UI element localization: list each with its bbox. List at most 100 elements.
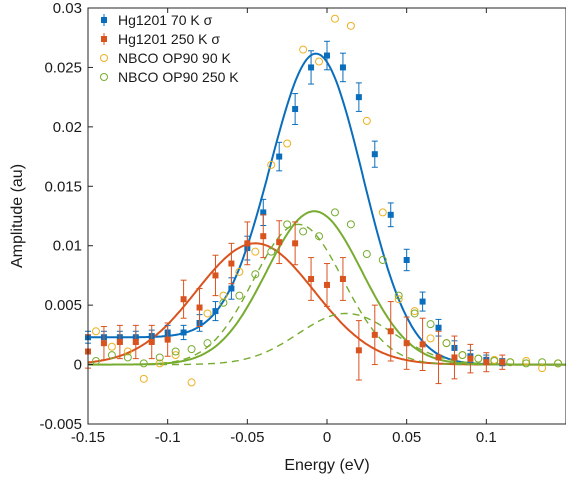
legend-label: NBCO OP90 90 K <box>118 50 231 66</box>
data-point <box>235 291 244 300</box>
data-point <box>362 250 371 259</box>
y-tick-label: -0.005 <box>39 416 82 433</box>
data-point <box>490 357 499 366</box>
data-point <box>180 329 187 336</box>
data-point <box>474 354 483 363</box>
data-point <box>267 160 276 169</box>
data-point <box>171 347 180 356</box>
data-point <box>180 296 187 303</box>
data-point <box>251 270 260 279</box>
data-point <box>260 209 267 216</box>
data-point <box>346 21 355 30</box>
tick-layer: -0.15 -0.1 -0.05 0 0.05 0.1 -0.005 0 0.005 0.01 0.… <box>39 0 496 446</box>
legend-marker <box>101 36 107 42</box>
legend-label: Hg1201 250 K σ <box>118 31 220 47</box>
data-point <box>387 211 394 218</box>
data-point <box>196 304 203 311</box>
data-point <box>451 354 458 361</box>
data-point <box>442 339 451 348</box>
data-point <box>123 347 132 356</box>
x-tick-label: 0.05 <box>392 429 421 446</box>
data-point <box>164 336 171 343</box>
data-point <box>355 94 362 101</box>
legend: Hg1201 70 K σ Hg1201 250 K σ NBCO OP90 90 … <box>100 12 239 85</box>
data-point <box>91 357 100 366</box>
legend-label: NBCO OP90 250 K <box>118 69 239 85</box>
y-tick-label: 0.025 <box>44 59 82 76</box>
data-point <box>299 45 308 54</box>
data-point <box>260 233 267 240</box>
y-tick-label: 0.01 <box>53 238 82 255</box>
data-point <box>299 227 308 236</box>
data-point <box>251 247 260 256</box>
y-tick-label: 0.02 <box>53 119 82 136</box>
data-point <box>324 281 330 288</box>
data-point <box>554 359 563 368</box>
data-point <box>235 267 244 276</box>
data-point <box>378 208 387 217</box>
data-point <box>410 309 419 318</box>
data-point <box>116 338 123 345</box>
x-tick-label: -0.15 <box>71 429 105 446</box>
data-point <box>203 309 212 318</box>
x-tick-label: 0.1 <box>476 429 497 446</box>
y-tick-label: 0.015 <box>44 178 82 195</box>
data-point <box>148 338 155 345</box>
data-point <box>219 298 228 307</box>
data-point <box>171 351 180 360</box>
data-point <box>419 298 426 305</box>
data-point <box>123 353 132 362</box>
data-point <box>276 153 283 160</box>
data-point <box>139 359 148 368</box>
y-tick-label: 0 <box>74 357 82 374</box>
data-point <box>435 354 442 361</box>
data-point <box>538 358 547 367</box>
data-point <box>276 239 283 246</box>
data-point <box>212 272 219 279</box>
data-point <box>330 14 339 23</box>
data-point <box>139 374 148 383</box>
data-point <box>371 331 378 338</box>
data-point <box>107 351 116 360</box>
data-point <box>292 106 299 113</box>
x-tick-label: 0 <box>323 429 331 446</box>
x-tick-label: -0.1 <box>155 429 181 446</box>
data-point <box>426 334 435 343</box>
data-point <box>371 151 378 158</box>
data-layer <box>85 14 566 387</box>
y-axis-label: Amplitude (au) <box>9 164 26 268</box>
data-point <box>187 378 196 387</box>
data-point <box>403 256 410 263</box>
legend-marker <box>100 54 108 62</box>
data-point <box>346 220 355 229</box>
data-point <box>132 338 139 345</box>
data-point <box>228 260 235 267</box>
data-point <box>362 116 371 125</box>
fit-curve <box>88 52 566 366</box>
legend-label: Hg1201 70 K σ <box>118 12 213 28</box>
data-point <box>403 340 410 347</box>
data-point <box>522 359 531 368</box>
fit-curve-dashed <box>88 312 566 366</box>
data-point <box>283 139 292 148</box>
data-point <box>187 345 196 354</box>
data-point <box>155 353 164 362</box>
data-point <box>355 347 362 354</box>
data-point <box>91 327 100 336</box>
data-point <box>228 285 235 292</box>
y-tick-label: 0.005 <box>44 297 82 314</box>
legend-marker <box>100 73 108 81</box>
data-point <box>292 240 299 247</box>
data-point <box>107 342 116 351</box>
data-point <box>283 220 292 229</box>
data-point <box>435 324 442 331</box>
data-point <box>244 240 251 247</box>
data-point <box>483 359 490 366</box>
data-point <box>426 320 435 329</box>
x-axis-label: Energy (eV) <box>284 457 369 474</box>
data-point <box>378 255 387 264</box>
data-point <box>315 232 324 241</box>
series-1 <box>85 214 506 385</box>
